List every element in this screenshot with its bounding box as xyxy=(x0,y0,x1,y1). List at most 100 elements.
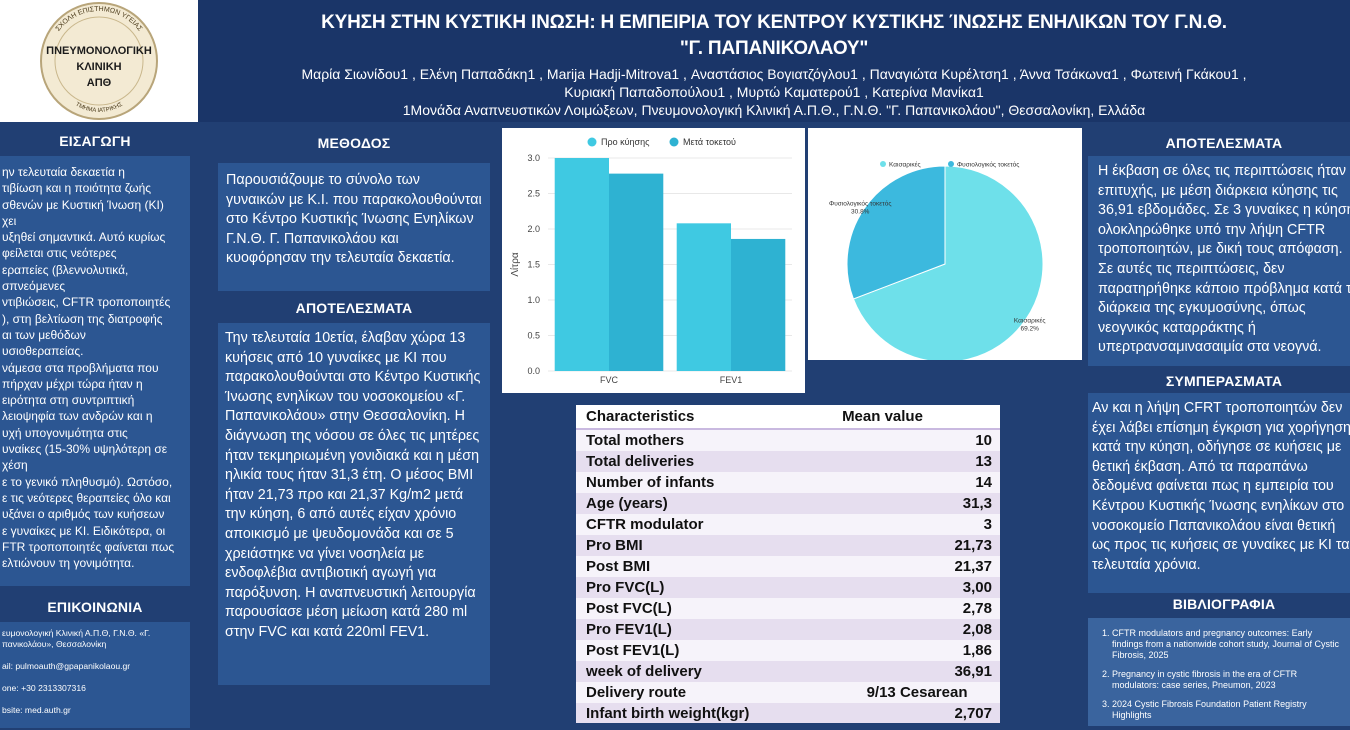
table-cell: Total deliveries xyxy=(576,451,833,472)
x-tick-label: FEV1 xyxy=(720,375,743,385)
table-row: Post FEV1(L) 1,86 xyxy=(576,640,1000,661)
contact-line: one: +30 2313307316 xyxy=(2,683,86,693)
y-tick-label: 3.0 xyxy=(527,153,540,163)
table-cell: Post BMI xyxy=(576,556,833,577)
authors: Μαρία Σιωνίδου1 , Ελένη Παπαδάκη1 , Mari… xyxy=(198,65,1350,101)
table-row: CFTR modulator 3 xyxy=(576,514,1000,535)
table-cell: Pro FEV1(L) xyxy=(576,619,833,640)
methods-text: Παρουσιάζουμε το σύνολο των γυναικών με … xyxy=(218,163,490,291)
table-header-row: Characteristics Mean value xyxy=(576,405,1000,430)
logo-text: ΠΝΕΥΜΟΝΟΛΟΓΙΚΗ xyxy=(46,45,152,57)
intro-line: φείλεται στις νεότερες xyxy=(2,246,117,261)
logo-circle xyxy=(40,2,158,120)
table-cell: Delivery route xyxy=(576,682,833,703)
table-row: Total mothers 10 xyxy=(576,429,1000,451)
table-cell: 3,00 xyxy=(832,577,1000,598)
affiliation: 1Μονάδα Αναπνευστικών Λοιμώξεων, Πνευμον… xyxy=(402,102,1146,118)
table-cell: 2,08 xyxy=(832,619,1000,640)
y-tick-label: 2.5 xyxy=(527,189,540,199)
intro-line: ε γυναίκες με ΚΙ. Ειδικότερα, οι xyxy=(2,523,166,538)
section-heading: ΣΥΜΠΕΡΑΣΜΑΤΑ xyxy=(1165,373,1283,389)
bar xyxy=(554,158,609,371)
table-cell: 31,3 xyxy=(832,493,1000,514)
y-tick-label: 1.5 xyxy=(527,260,540,270)
table-panel: Characteristics Mean value Total mothers 10… xyxy=(576,405,1000,723)
header: ΚΥΗΣΗ ΣΤΗΝ ΚΥΣΤΙΚΗ ΙΝΩΣΗ: Η ΕΜΠΕΙΡΙΑ ΤΟΥ… xyxy=(198,0,1350,122)
legend-label: Προ κύησης xyxy=(601,137,650,147)
table-cell: 36,91 xyxy=(832,661,1000,682)
bar-chart-panel: 0.0 0.5 1.0 1.5 2.0 2.5 3.0 Λίτρα Προ κύησης Μετά… xyxy=(502,128,805,393)
table-cell: 21,37 xyxy=(832,556,1000,577)
section-heading: ΑΠΟΤΕΛΕΣΜΑΤΑ xyxy=(1165,135,1283,151)
table-row: Number of infants 14 xyxy=(576,472,1000,493)
conclusions-inner: Αν και η λήψη CFRT τροποποιητών δεν έχει… xyxy=(1092,400,1350,573)
legend-swatch xyxy=(669,137,679,147)
table-cell: 13 xyxy=(832,451,1000,472)
slice-label: Φυσιολογικός τοκετός 30.8% xyxy=(829,200,891,216)
section-heading: ΒΙΒΛΙΟΓΡΑΦΙΑ xyxy=(1172,596,1276,612)
section-heading: ΜΕΘΟΔΟΣ xyxy=(317,135,391,151)
table-row: Pro FEV1(L) 2,08 xyxy=(576,619,1000,640)
table-row: Post FVC(L) 2,78 xyxy=(576,598,1000,619)
y-tick-label: 1.0 xyxy=(527,295,540,305)
table-cell: week of delivery xyxy=(576,661,833,682)
title-line: ΚΥΗΣΗ ΣΤΗΝ ΚΥΣΤΙΚΗ ΙΝΩΣΗ: Η ΕΜΠΕΙΡΙΑ ΤΟΥ… xyxy=(321,12,1227,33)
intro-line: υχή υπογονιμότητα στις xyxy=(2,425,128,440)
intro-line: υξάνει ο αριθμός των κυήσεων xyxy=(2,507,165,522)
legend-label: Φυσιολογικός τοκετός xyxy=(957,161,1019,169)
slice-name: Φυσιολογικός τοκετός xyxy=(829,200,891,208)
intro-line: ε τις νεότερες θεραπείες όλο και xyxy=(2,490,171,505)
logo-ring xyxy=(54,16,144,106)
table-cell: CFTR modulator xyxy=(576,514,833,535)
table-cell: Post FEV1(L) xyxy=(576,640,833,661)
intro-line: ), στη βελτίωση της διατροφής xyxy=(2,311,163,326)
header-cell: Characteristics xyxy=(576,405,833,430)
x-tick-label: FVC xyxy=(600,375,619,385)
header-cell: Mean value xyxy=(832,405,1000,430)
intro-line: λειοψηφία των ανδρών και η xyxy=(2,409,153,424)
introduction: ην τελευταία δεκαετία η τιβίωση και η ποι… xyxy=(0,156,190,586)
section-heading: ΕΙΣΑΓΩΓΗ xyxy=(59,133,131,149)
intro-line: πήρχαν μέχρι τώρα ήταν η xyxy=(2,376,143,391)
table-cell: 2,78 xyxy=(832,598,1000,619)
intro-line: FTR τροποποιητές φαίνεται πως xyxy=(2,539,175,554)
logo-text: ΑΠΘ xyxy=(87,77,112,89)
table-cell: Pro FVC(L) xyxy=(576,577,833,598)
y-tick-label: 2.0 xyxy=(527,224,540,234)
contact-line: ail: pulmoauth@gpapanikolaou.gr xyxy=(2,661,131,671)
bar xyxy=(676,223,731,371)
legend-label: Μετά τοκετού xyxy=(683,137,736,147)
table-row: Total deliveries 13 xyxy=(576,451,1000,472)
legend-label: Καισαρικές xyxy=(889,161,921,169)
legend-swatch xyxy=(587,137,597,147)
table-cell: Total mothers xyxy=(576,429,833,451)
intro-line: τιβίωση και η ποιότητα ζωής xyxy=(2,181,152,196)
results-right-text: Η έκβαση σε όλες τις περιπτώσεις ήταν επ… xyxy=(1098,163,1350,356)
intro-line: ελτιώνουν τη γονιμότητα. xyxy=(2,556,135,571)
intro-line: υσιοθεραπείας. xyxy=(2,344,84,359)
intro-line: εραπείες (βλεννολυτικά, xyxy=(2,262,129,277)
pie-chart-panel: Καισαρικές 69.2% Καισαρικές Φυσιολογικός το… xyxy=(808,128,1082,363)
slice-value: 30.8% xyxy=(851,209,870,216)
table-cell: Post FVC(L) xyxy=(576,598,833,619)
table-cell: 10 xyxy=(832,429,1000,451)
table-row: Pro FVC(L) 3,00 xyxy=(576,577,1000,598)
bibliography-list: CFTR modulators and pregnancy outcomes: … xyxy=(1094,628,1342,721)
slice-value: 69.2% xyxy=(1021,325,1040,332)
table-cell: Number of infants xyxy=(576,472,833,493)
table-row: Pro BMI 21,73 xyxy=(576,535,1000,556)
logo-text: ΚΛΙΝΙΚΗ xyxy=(76,61,121,73)
table-cell: 3 xyxy=(832,514,1000,535)
intro-line: υξηθεί σημαντικά. Αυτό κυρίως xyxy=(2,230,166,245)
slice-name: Καισαρικές xyxy=(1014,316,1046,324)
y-tick-label: 0.5 xyxy=(527,331,540,341)
title-line: "Γ. ΠΑΠΑΝΙΚΟΛΑΟΥ" xyxy=(679,38,869,59)
legend-swatch xyxy=(948,161,954,167)
table-row: week of delivery 36,91 xyxy=(576,661,1000,682)
bar-chart: 0.0 0.5 1.0 1.5 2.0 2.5 3.0 Λίτρα Προ κύησης Μετά… xyxy=(509,137,792,385)
table-cell: Age (years) xyxy=(576,493,833,514)
contact: ευμονολογική Κλινική Α.Π.Θ, Γ.Ν.Θ. «Γ. πα… xyxy=(0,622,190,728)
